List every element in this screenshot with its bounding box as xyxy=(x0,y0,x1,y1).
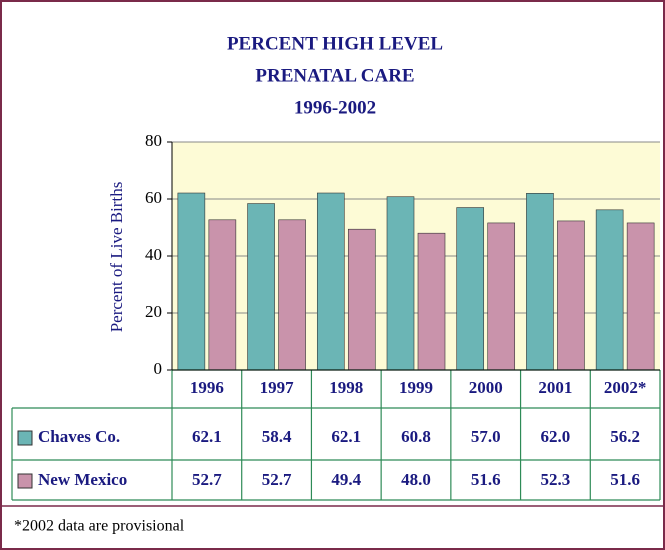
bar xyxy=(386,196,415,371)
x-tick-label: 1997 xyxy=(260,378,295,397)
bar xyxy=(247,203,275,371)
legend-label: New Mexico xyxy=(38,470,127,489)
bar xyxy=(595,209,624,371)
table-value: 51.6 xyxy=(471,470,501,489)
bar xyxy=(347,228,376,371)
x-tick-label: 2002* xyxy=(604,378,647,397)
bar xyxy=(526,193,554,371)
x-tick-label: 1998 xyxy=(329,378,363,397)
table-value: 49.4 xyxy=(331,470,361,489)
bar xyxy=(557,220,585,371)
bar xyxy=(177,192,206,371)
bar xyxy=(208,219,237,371)
bar xyxy=(417,232,446,371)
bar xyxy=(316,192,345,371)
x-tick-label: 2000 xyxy=(469,378,503,397)
footnote: *2002 data are provisional xyxy=(14,518,185,535)
x-tick-label: 1996 xyxy=(190,378,224,397)
table-value: 58.4 xyxy=(262,427,292,446)
y-tick-label: 40 xyxy=(145,245,162,264)
bar xyxy=(456,207,485,371)
table-value: 62.0 xyxy=(541,427,571,446)
legend-swatch xyxy=(17,430,33,446)
x-tick-label: 2001 xyxy=(538,378,572,397)
legend-swatch xyxy=(17,473,33,489)
table-value: 51.6 xyxy=(610,470,640,489)
table-value: 48.0 xyxy=(401,470,431,489)
bar xyxy=(278,219,306,371)
y-tick-label: 20 xyxy=(145,302,162,321)
table-value: 57.0 xyxy=(471,427,501,446)
bar xyxy=(487,222,516,371)
legend-label: Chaves Co. xyxy=(38,427,120,446)
table-value: 62.1 xyxy=(192,427,222,446)
table-value: 56.2 xyxy=(610,427,640,446)
bar xyxy=(626,222,655,371)
table-value: 60.8 xyxy=(401,427,431,446)
table-value: 52.7 xyxy=(262,470,292,489)
x-tick-label: 1999 xyxy=(399,378,433,397)
y-axis-label: Percent of Live Births xyxy=(107,182,126,333)
y-tick-label: 80 xyxy=(145,131,162,150)
chart-title: PERCENT HIGH LEVEL xyxy=(227,33,443,54)
table-value: 52.7 xyxy=(192,470,222,489)
y-tick-label: 0 xyxy=(154,359,163,378)
y-tick-label: 60 xyxy=(145,188,162,207)
table-value: 52.3 xyxy=(541,470,571,489)
chart-title: PRENATAL CARE xyxy=(255,65,414,86)
table-value: 62.1 xyxy=(331,427,361,446)
chart-subtitle: 1996-2002 xyxy=(294,97,376,118)
